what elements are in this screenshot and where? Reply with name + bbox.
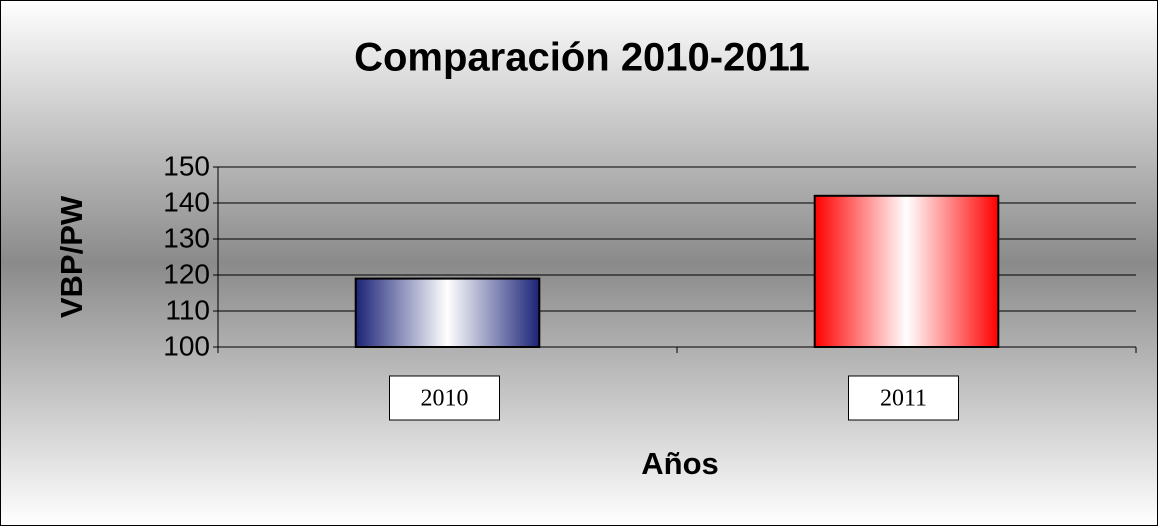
- y-tick-label: 120: [163, 258, 210, 289]
- bar: [354, 277, 541, 349]
- x-tick-label: 2011: [880, 386, 927, 412]
- x-tick-label-box: [848, 375, 959, 421]
- bar: [813, 194, 1000, 348]
- y-axis-label: VBP/PW: [54, 195, 89, 318]
- chart-title: Comparación 2010-2011: [354, 36, 810, 80]
- y-tick-label: 100: [163, 330, 210, 361]
- y-tick-label: 140: [163, 186, 210, 217]
- y-tick-label: 110: [165, 294, 210, 325]
- x-tick-label: 2010: [421, 386, 469, 412]
- y-tick-label: 150: [163, 150, 210, 181]
- x-tick-label-box: [389, 375, 500, 421]
- x-axis-label: Años: [641, 446, 719, 481]
- y-tick-label: 130: [163, 222, 210, 253]
